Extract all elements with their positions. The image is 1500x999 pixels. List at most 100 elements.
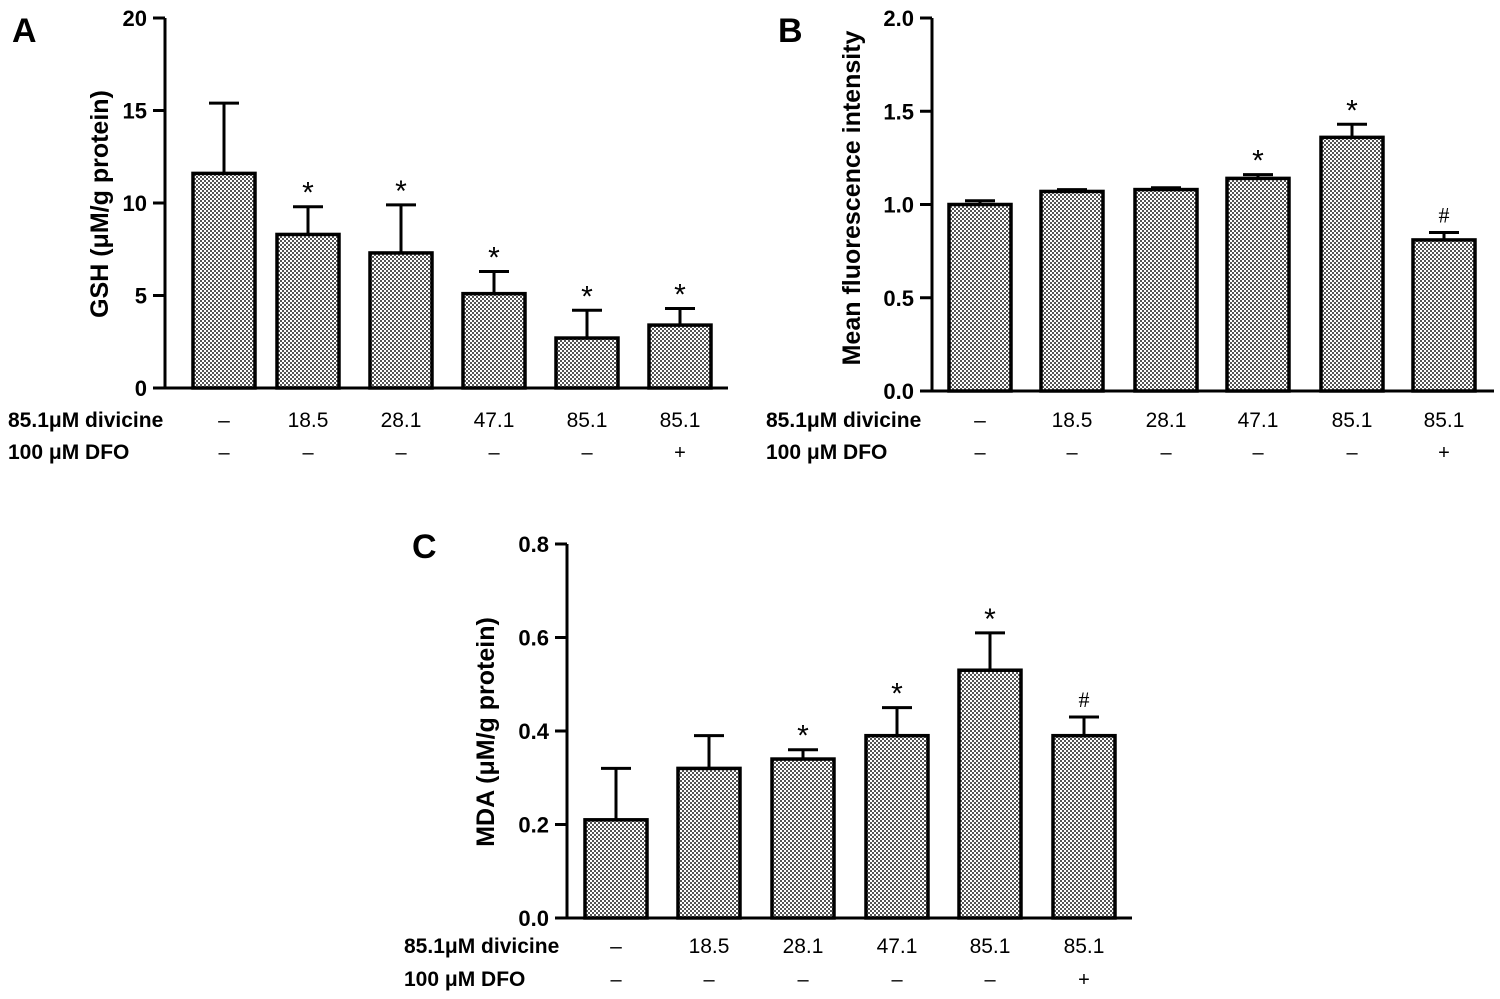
panel-b-bar-4 xyxy=(1319,135,1385,393)
panel-c-bar-0 xyxy=(583,818,649,920)
panel-c-bar-2 xyxy=(770,757,836,920)
panel-a-dfo-sign-2: – xyxy=(395,442,407,464)
panel-b-dfo-sign-2: – xyxy=(1160,442,1172,464)
panel-c-row1-label: 85.1μM divicine xyxy=(404,935,559,958)
panel-c-bar-5 xyxy=(1051,733,1117,920)
panel-b-bar-0 xyxy=(947,202,1013,393)
panel-a-ytick-label-3: 15 xyxy=(123,99,147,124)
panel-c-category-label-5: 85.1 xyxy=(1064,935,1105,958)
panel-b-ytick-label-4: 2.0 xyxy=(883,6,914,31)
panel-b-hash-mark-5: # xyxy=(1439,202,1450,227)
panel-b-ytick-label-0: 0.0 xyxy=(883,379,914,404)
panel-a-star-mark-3: * xyxy=(488,241,500,274)
panel-a-category-label-0: – xyxy=(218,409,230,432)
panel-a-letter: A xyxy=(12,12,37,50)
panel-c-ytick-label-0: 0.0 xyxy=(518,906,549,931)
panel-c-category-label-0: – xyxy=(610,935,622,958)
panel-c-star-mark-4: * xyxy=(984,603,996,636)
panel-b-category-label-5: 85.1 xyxy=(1424,409,1465,432)
panel-c-category-label-1: 18.5 xyxy=(689,935,730,958)
panel-a-dfo-sign-5: + xyxy=(674,442,686,464)
panel-a-ytick-label-2: 10 xyxy=(123,191,147,216)
panel-a-bar-5 xyxy=(647,323,713,390)
panel-b-row2-label: 100 μM DFO xyxy=(766,441,887,464)
panel-c-category-label-4: 85.1 xyxy=(970,935,1011,958)
panel-c-dfo-sign-4: – xyxy=(984,969,996,991)
panel-b-bar-1 xyxy=(1039,189,1105,393)
panel-c-ylabel: MDA (μM/g protein) xyxy=(472,617,500,847)
panel-c-letter: C xyxy=(412,528,437,566)
panel-c: C MDA (μM/g protein) 0.0 0.2 0.4 0.6 0.8 – – 18… xyxy=(404,528,1132,991)
panel-b-dfo-sign-0: – xyxy=(974,442,986,464)
panel-b-category-label-3: 47.1 xyxy=(1238,409,1279,432)
panel-a-bar-2 xyxy=(368,251,434,390)
panel-a-category-label-4: 85.1 xyxy=(567,409,608,432)
panel-a-ylabel: GSH (μM/g protein) xyxy=(86,90,114,318)
panel-c-ytick-label-1: 0.2 xyxy=(518,813,549,838)
panel-b-row1-label: 85.1μM divicine xyxy=(766,409,921,432)
panel-a: A GSH (μM/g protein) 0 5 10 15 20 – – * 18.5 – * 28… xyxy=(8,6,728,464)
panel-a-bar-4 xyxy=(554,336,620,390)
panel-a-ytick-label-1: 5 xyxy=(135,284,147,309)
panel-b-dfo-sign-4: – xyxy=(1346,442,1358,464)
panel-b-ytick-label-3: 1.5 xyxy=(883,99,914,124)
panel-a-star-mark-4: * xyxy=(581,280,593,313)
panel-c-star-mark-3: * xyxy=(891,678,903,711)
panel-a-star-mark-1: * xyxy=(302,177,314,210)
panel-c-star-mark-2: * xyxy=(797,720,809,753)
panel-a-row2-label: 100 μM DFO xyxy=(8,441,129,464)
panel-a-bar-0 xyxy=(191,171,257,390)
panel-b-letter: B xyxy=(778,12,803,50)
panel-a-bar-1 xyxy=(275,232,341,390)
panel-c-bar-4 xyxy=(957,668,1023,920)
panel-b-ylabel: Mean fluorescence intensity xyxy=(838,30,866,365)
panel-c-category-label-3: 47.1 xyxy=(877,935,918,958)
panel-a-plot: 0 5 10 15 20 – – * 18.5 – * 28.1 – * 47.1 – * 85.1 – * 85.1 + xyxy=(123,6,728,464)
panel-a-category-label-2: 28.1 xyxy=(381,409,422,432)
panel-a-dfo-sign-4: – xyxy=(581,442,593,464)
panel-c-ytick-label-2: 0.4 xyxy=(518,719,549,744)
panel-c-row2-label: 100 μM DFO xyxy=(404,968,525,991)
panel-a-ytick-label-4: 20 xyxy=(123,6,147,31)
panel-c-dfo-sign-3: – xyxy=(891,969,903,991)
panel-b-ytick-label-1: 0.5 xyxy=(883,286,914,311)
panel-c-dfo-sign-2: – xyxy=(797,969,809,991)
panel-b-star-mark-4: * xyxy=(1346,94,1358,127)
panel-a-category-label-3: 47.1 xyxy=(474,409,515,432)
panel-c-bar-3 xyxy=(864,733,930,920)
panel-b-dfo-sign-5: + xyxy=(1438,442,1450,464)
panel-b-category-label-1: 18.5 xyxy=(1052,409,1093,432)
panel-b-plot: 0.0 0.5 1.0 1.5 2.0 – – 18.5 – 28.1 – * 47.1 – * 85.1 – #… xyxy=(883,6,1494,464)
panel-b-dfo-sign-1: – xyxy=(1066,442,1078,464)
panel-a-bar-3 xyxy=(461,291,527,390)
panel-b-dfo-sign-3: – xyxy=(1252,442,1264,464)
panel-c-plot: 0.0 0.2 0.4 0.6 0.8 – – 18.5 – * 28.1 – * 47.1 – * 85.1 –… xyxy=(518,532,1132,991)
panel-c-dfo-sign-0: – xyxy=(610,969,622,991)
panel-b-bar-5 xyxy=(1411,238,1477,393)
panel-a-star-mark-5: * xyxy=(674,278,686,311)
panel-b: B Mean fluorescence intensity 0.0 0.5 1.0 1… xyxy=(766,6,1494,464)
panel-c-category-label-2: 28.1 xyxy=(783,935,824,958)
panel-b-star-mark-3: * xyxy=(1252,145,1264,178)
panel-c-ytick-label-4: 0.8 xyxy=(518,532,549,557)
panel-b-bar-2 xyxy=(1133,187,1199,393)
panel-a-dfo-sign-1: – xyxy=(302,442,314,464)
panel-a-dfo-sign-0: – xyxy=(218,442,230,464)
panel-b-category-label-0: – xyxy=(974,409,986,432)
panel-b-category-label-4: 85.1 xyxy=(1332,409,1373,432)
panel-c-bar-1 xyxy=(676,766,742,920)
panel-b-category-label-2: 28.1 xyxy=(1146,409,1187,432)
panel-c-ytick-label-3: 0.6 xyxy=(518,626,549,651)
panel-a-ytick-label-0: 0 xyxy=(135,376,147,401)
panel-a-category-label-1: 18.5 xyxy=(288,409,329,432)
panel-a-dfo-sign-3: – xyxy=(488,442,500,464)
panel-c-dfo-sign-1: – xyxy=(703,969,715,991)
panel-a-star-mark-2: * xyxy=(395,175,407,208)
panel-b-bar-3 xyxy=(1225,176,1291,393)
panel-a-category-label-5: 85.1 xyxy=(660,409,701,432)
panel-c-dfo-sign-5: + xyxy=(1078,969,1090,991)
panel-b-ytick-label-2: 1.0 xyxy=(883,193,914,218)
panel-c-hash-mark-5: # xyxy=(1079,687,1090,712)
